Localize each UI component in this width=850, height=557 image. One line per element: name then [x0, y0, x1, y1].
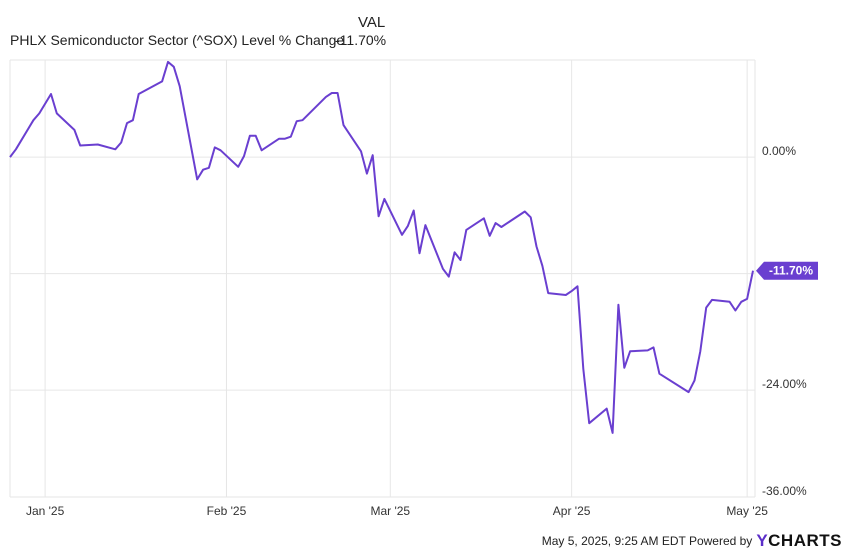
x-tick-label: Mar '25 — [370, 504, 410, 518]
x-tick-label: Apr '25 — [553, 504, 591, 518]
legend-header: VAL PHLX Semiconductor Sector (^SOX) Lev… — [0, 12, 400, 52]
y-axis-labels: 0.00%-12.00%-24.00%-36.00% — [762, 144, 807, 498]
last-value-text: -11.70% — [769, 264, 813, 278]
legend-series-name: PHLX Semiconductor Sector (^SOX) Level %… — [10, 32, 345, 48]
last-value-label: -11.70% — [756, 261, 818, 280]
footer-timestamp: May 5, 2025, 9:25 AM EDT Powered by — [541, 534, 753, 548]
x-axis-labels: Jan '25 Feb '25 Mar '25 Apr '25 May '25 — [26, 504, 768, 518]
x-tick-label: Jan '25 — [26, 504, 65, 518]
x-tick-label: May '25 — [726, 504, 768, 518]
x-tick-label: Feb '25 — [207, 504, 247, 518]
last-value-tag — [756, 261, 818, 280]
ycharts-logo[interactable]: YCHARTS — [756, 531, 842, 550]
y-tick-label: -36.00% — [762, 484, 807, 498]
series-layer — [9, 60, 754, 434]
series-line — [9, 60, 754, 434]
y-tick-label: 0.00% — [762, 144, 796, 158]
legend-series-value: -11.70% — [335, 32, 387, 48]
legend-column-header: VAL — [358, 14, 386, 31]
grid-lines — [9, 59, 756, 498]
footer: May 5, 2025, 9:25 AM EDT Powered by YCHA… — [542, 531, 842, 551]
y-tick-label: -24.00% — [762, 377, 807, 391]
